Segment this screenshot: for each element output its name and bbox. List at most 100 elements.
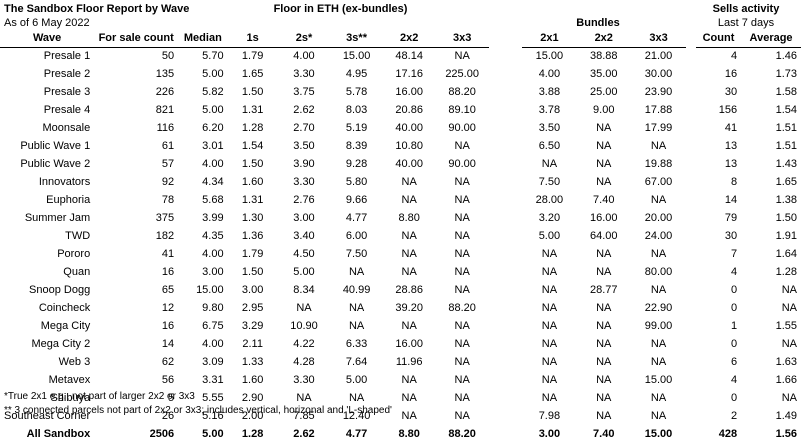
sells-average-value: 1.91 <box>741 227 801 246</box>
floor-1s-value: 1.50 <box>227 155 278 174</box>
floor-2x2-value: 17.16 <box>382 65 436 84</box>
bundle-2x1-value: NA <box>522 299 577 318</box>
sells-count-value: 2 <box>695 407 742 426</box>
floor-2s-value: 2.70 <box>277 119 331 138</box>
table-row: TWD 182 4.35 1.36 3.40 6.00 NA NA 5.00 64.00 24.00… <box>0 227 801 246</box>
table-row: Shibuya 5 5.55 2.90 NA NA NA NA NA NA NA 0 NA <box>0 389 801 408</box>
column-gap <box>686 425 696 444</box>
column-gap <box>488 119 523 138</box>
bundle-2x2-value: NA <box>576 155 631 174</box>
floor-1s-value: 2.90 <box>227 389 278 408</box>
bundle-2x1-value: 3.78 <box>522 101 577 120</box>
bundles-group-header: Bundles <box>576 17 620 29</box>
bundle-2x2-value: NA <box>576 317 631 336</box>
bundle-2x2-value: NA <box>576 263 631 282</box>
bundle-2x2-value: 25.00 <box>576 83 631 102</box>
table-row: Summer Jam 375 3.99 1.30 3.00 4.77 8.80 NA 3.20 1… <box>0 209 801 228</box>
footnote-3s: ** 3 connected parcels not part of 2x2 o… <box>4 405 392 416</box>
floor-3x3-value: NA <box>435 137 489 156</box>
wave-name: Metavex <box>0 371 95 390</box>
median-price: 3.01 <box>178 137 228 156</box>
table-row: Presale 1 50 5.70 1.79 4.00 15.00 48.14 NA 15.00… <box>0 47 801 66</box>
sells-count-value: 156 <box>695 101 742 120</box>
floor-3s-value: NA <box>330 299 383 318</box>
wave-name: Presale 2 <box>0 65 95 84</box>
median-price: 5.00 <box>178 65 228 84</box>
column-gap <box>488 371 523 390</box>
floor-2x2-value: NA <box>382 173 436 192</box>
bundle-2x1-value: NA <box>522 389 577 408</box>
column-gap <box>488 191 523 210</box>
for-sale-count: 821 <box>94 101 179 120</box>
floor-2x2-value: 40.00 <box>382 119 436 138</box>
table-row: Coincheck 12 9.80 2.95 NA NA 39.20 88.20 NA NA 22.… <box>0 299 801 318</box>
report-date: As of 6 May 2022 <box>4 17 90 29</box>
table-row: Web 3 62 3.09 1.33 4.28 7.64 11.96 NA NA NA NA 6 1.6… <box>0 353 801 372</box>
floor-1s-value: 1.50 <box>227 83 278 102</box>
sells-count-value: 13 <box>695 155 742 174</box>
table-row: Innovators 92 4.34 1.60 3.30 5.80 NA NA 7.50 NA 67… <box>0 173 801 192</box>
floor-2s-value: 4.50 <box>277 245 331 264</box>
sells-average-value: NA <box>741 281 801 300</box>
floor-2s-value: 2.76 <box>277 191 331 210</box>
sells-average-value: NA <box>741 389 801 408</box>
bundle-2x2-value: NA <box>576 371 631 390</box>
col-header-for-sale-count: For sale count <box>94 30 179 48</box>
bundle-3x3-value: 99.00 <box>630 317 687 336</box>
median-price: 4.35 <box>178 227 228 246</box>
floor-3s-value: 5.80 <box>330 173 383 192</box>
bundle-2x1-value: NA <box>522 335 577 354</box>
bundle-2x2-value: NA <box>576 173 631 192</box>
bundle-3x3-value: NA <box>630 281 687 300</box>
sells-count-value: 0 <box>695 299 742 318</box>
for-sale-count: 57 <box>94 155 179 174</box>
column-gap <box>686 101 696 120</box>
sells-count-value: 4 <box>695 371 742 390</box>
bundle-2x2-value: NA <box>576 137 631 156</box>
floor-1s-value: 1.31 <box>227 101 278 120</box>
median-price: 4.00 <box>178 335 228 354</box>
wave-name: Pororo <box>0 245 95 264</box>
bundle-2x2-value: 28.77 <box>576 281 631 300</box>
bundle-2x2-value: NA <box>576 299 631 318</box>
floor-3s-value: 8.03 <box>330 101 383 120</box>
column-gap <box>686 371 696 390</box>
column-gap <box>686 155 696 174</box>
table-body: Presale 1 50 5.70 1.79 4.00 15.00 48.14 NA 15.00… <box>0 47 801 444</box>
column-gap <box>686 335 696 354</box>
for-sale-count: 12 <box>94 299 179 318</box>
median-price: 5.68 <box>178 191 228 210</box>
floor-1s-value: 3.00 <box>227 281 278 300</box>
sells-average-value: 1.49 <box>741 407 801 426</box>
column-gap <box>488 389 523 408</box>
floor-3x3-value: 88.20 <box>435 83 489 102</box>
sells-count-value: 30 <box>695 227 742 246</box>
bundle-3x3-value: 17.99 <box>630 119 687 138</box>
wave-name: Presale 4 <box>0 101 95 120</box>
sells-average-value: 1.55 <box>741 317 801 336</box>
column-gap <box>488 83 523 102</box>
floor-1s-value: 1.28 <box>227 119 278 138</box>
table-header-row: Wave For sale count Median 1s 2s* 3s** 2… <box>0 30 801 48</box>
bundle-2x1-value: 15.00 <box>522 47 577 66</box>
floor-2x2-value: 20.86 <box>382 101 436 120</box>
sells-average-value: 1.51 <box>741 137 801 156</box>
bundle-3x3-value: NA <box>630 191 687 210</box>
bundle-3x3-value: 67.00 <box>630 173 687 192</box>
wave-name: Public Wave 2 <box>0 155 95 174</box>
col-header-bundle-3x3: 3x3 <box>630 30 687 48</box>
floor-1s-value: 1.33 <box>227 353 278 372</box>
floor-2s-value: 8.34 <box>277 281 331 300</box>
floor-1s-value: 1.54 <box>227 137 278 156</box>
col-header-3x3: 3x3 <box>435 30 489 48</box>
column-gap <box>686 65 696 84</box>
floor-3s-value: NA <box>330 317 383 336</box>
sells-count-value: 6 <box>695 353 742 372</box>
column-gap <box>488 317 523 336</box>
sells-count-value: 41 <box>695 119 742 138</box>
median-price: 3.99 <box>178 209 228 228</box>
floor-3s-value: NA <box>330 263 383 282</box>
floor-3x3-value: NA <box>435 389 489 408</box>
col-header-1s: 1s <box>227 30 278 48</box>
floor-3x3-value: 90.00 <box>435 119 489 138</box>
